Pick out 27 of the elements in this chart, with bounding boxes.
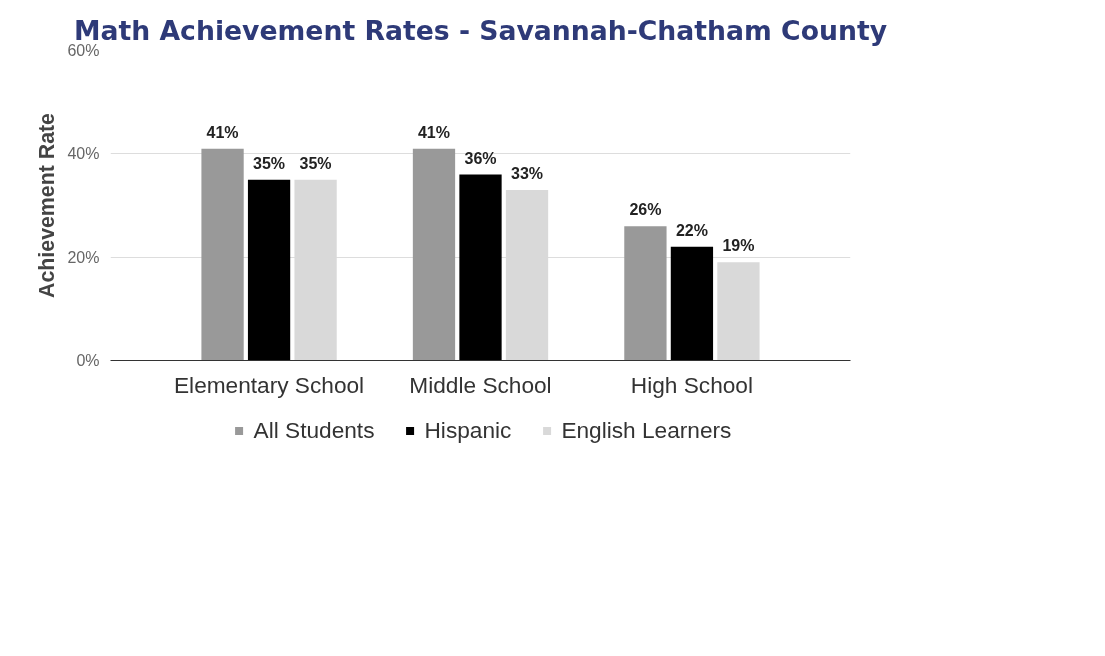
bar <box>412 148 456 361</box>
data-label: 41% <box>417 123 451 141</box>
legend-label: English Learners <box>561 416 732 444</box>
data-label: 26% <box>629 201 662 219</box>
data-label: 35% <box>253 154 286 172</box>
y-tick-label: 40% <box>67 145 100 163</box>
x-tick-label: Middle School <box>409 371 552 398</box>
data-label: 22% <box>675 221 708 239</box>
legend-label: All Students <box>253 416 375 444</box>
bar <box>247 179 291 361</box>
data-label: 35% <box>299 154 332 172</box>
y-axis-title: Achievement Rate <box>35 112 60 298</box>
data-label: 41% <box>206 123 239 141</box>
bar <box>624 226 667 361</box>
data-label: 33% <box>511 165 544 182</box>
bar <box>459 174 502 361</box>
bar <box>717 262 760 361</box>
legend-label: Hispanic <box>424 416 512 444</box>
x-tick-label: High School <box>630 371 754 398</box>
bar <box>670 246 714 361</box>
data-label: 19% <box>722 237 755 255</box>
data-label: 36% <box>464 149 497 167</box>
y-tick-label: 60% <box>67 42 100 59</box>
bar <box>201 148 244 361</box>
y-tick-label: 20% <box>67 248 100 266</box>
y-tick-label: 0% <box>76 352 100 369</box>
x-tick-label: Elementary School <box>173 371 365 398</box>
